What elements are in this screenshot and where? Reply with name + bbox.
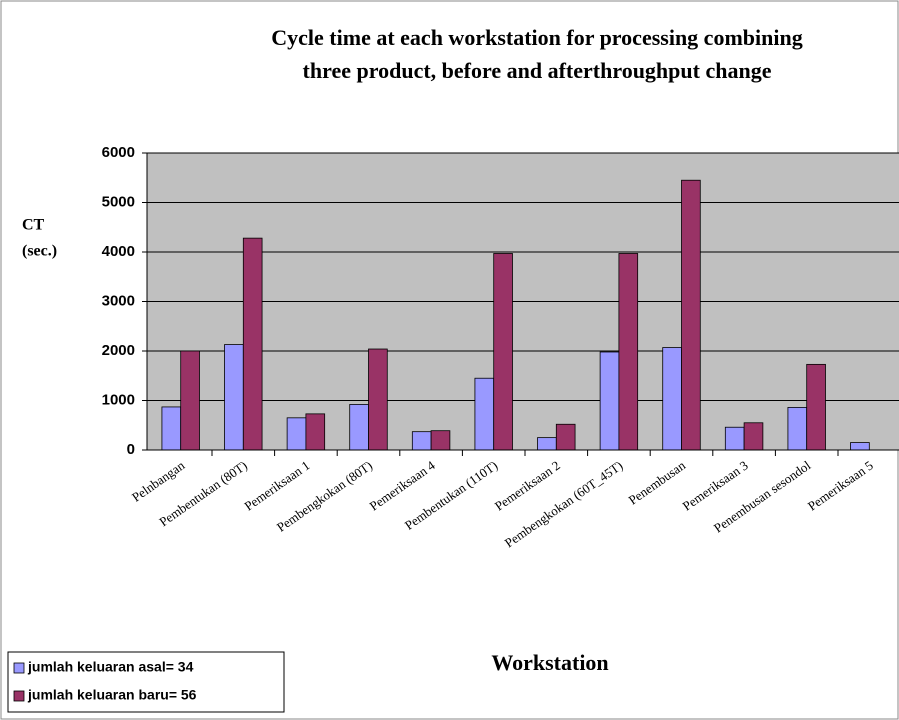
y-axis-label: (sec.) (22, 243, 57, 260)
chart-title: three product, before and afterthroughpu… (303, 58, 772, 83)
bar (555, 423, 576, 451)
bar (286, 417, 307, 451)
y-tick-label: 2000 (102, 342, 135, 359)
bar (787, 407, 808, 451)
bar (305, 413, 326, 451)
bar (411, 431, 432, 451)
chart-title: Cycle time at each workstation for proce… (271, 25, 802, 50)
bar (724, 426, 745, 451)
legend-swatch (13, 690, 25, 702)
bar (537, 437, 557, 451)
y-tick-label: 4000 (102, 243, 135, 260)
legend-swatch (13, 662, 25, 674)
y-tick-label: 3000 (102, 292, 135, 309)
bar (224, 344, 244, 451)
legend-label: jumlah keluaran baru= 56 (27, 687, 197, 703)
bar (161, 406, 182, 451)
bar (180, 350, 200, 451)
y-tick-label: 5000 (102, 193, 135, 210)
legend-label: jumlah keluaran asal= 34 (27, 659, 194, 675)
bar (806, 363, 826, 451)
y-tick-label: 1000 (102, 391, 135, 408)
legend (7, 651, 285, 713)
bar (430, 430, 451, 451)
bar (681, 179, 701, 451)
x-axis-label: Workstation (491, 650, 608, 675)
bar (850, 442, 870, 451)
bar (743, 422, 764, 451)
bar (349, 404, 369, 451)
bar (618, 253, 639, 451)
y-tick-label: 0 (127, 441, 135, 458)
y-axis-label: CT (22, 217, 45, 234)
bar (493, 253, 513, 451)
bar (242, 237, 263, 451)
bar (599, 351, 620, 451)
y-tick-label: 6000 (102, 144, 135, 161)
bar (662, 347, 682, 451)
bar (474, 377, 495, 451)
bar (368, 348, 388, 451)
